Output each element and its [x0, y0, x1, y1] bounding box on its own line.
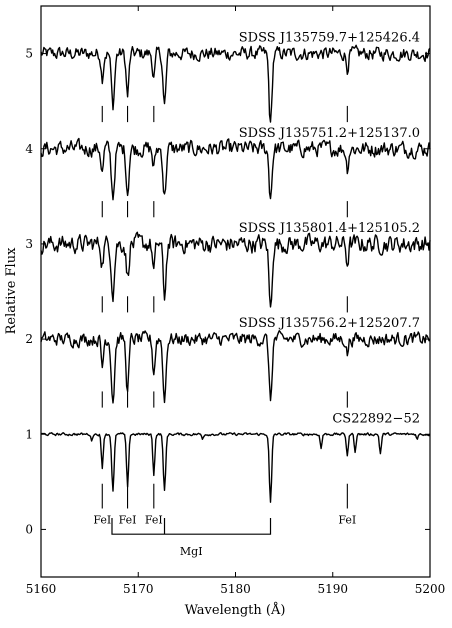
- spectrum-label-2: SDSS J135751.2+125137.0: [239, 126, 420, 141]
- spectrum-line-1: [40, 44, 431, 123]
- x-axis-label: Wavelength (Å): [185, 602, 286, 618]
- plot-frame: [40, 5, 431, 578]
- y-tick-label-4: 4: [25, 142, 33, 156]
- annotation-fei-4: FeI: [338, 514, 356, 527]
- x-tick-label-3: 5190: [317, 582, 348, 596]
- annotations-group: FeI FeI FeI FeI MgI: [93, 514, 356, 558]
- spectrum-line-4: [40, 330, 431, 404]
- annotation-fei-2: FeI: [119, 514, 137, 527]
- y-tick-label-5: 5: [25, 47, 33, 61]
- x-tick-label-1: 5170: [123, 582, 154, 596]
- x-axis-ticks: 5160 5170 5180 5190 5200: [26, 6, 446, 596]
- spectrum-label-1: SDSS J135759.7+125426.4: [239, 31, 420, 46]
- spectrum-line-3: [40, 231, 431, 308]
- x-tick-label-4: 5200: [415, 582, 446, 596]
- spectrum-line-2: [40, 137, 431, 201]
- y-tick-label-0: 0: [25, 522, 33, 536]
- annotation-fei-1: FeI: [93, 514, 111, 527]
- annotation-fei-3: FeI: [145, 514, 163, 527]
- y-tick-label-3: 3: [25, 237, 33, 251]
- spectrum-labels-group: SDSS J135759.7+125426.4 SDSS J135751.2+12…: [239, 31, 420, 427]
- mgi-bracket: [111, 517, 272, 535]
- spectrum-label-4: SDSS J135756.2+125207.7: [239, 316, 420, 331]
- x-tick-label-0: 5160: [26, 582, 57, 596]
- line-markers-group: [101, 105, 348, 509]
- x-tick-label-2: 5180: [220, 582, 251, 596]
- spectrum-label-3: SDSS J135801.4+125105.2: [239, 221, 420, 236]
- y-axis-ticks: 0 1 2 3 4 5: [25, 47, 430, 536]
- spectrum-line-5: [40, 432, 431, 503]
- y-tick-label-2: 2: [25, 332, 33, 346]
- y-tick-label-1: 1: [25, 427, 33, 441]
- y-axis-label: Relative Flux: [4, 247, 19, 334]
- spectrum-label-5: CS22892−52: [332, 411, 420, 426]
- spectra-group: [40, 44, 431, 503]
- annotation-mgi: MgI: [180, 545, 203, 558]
